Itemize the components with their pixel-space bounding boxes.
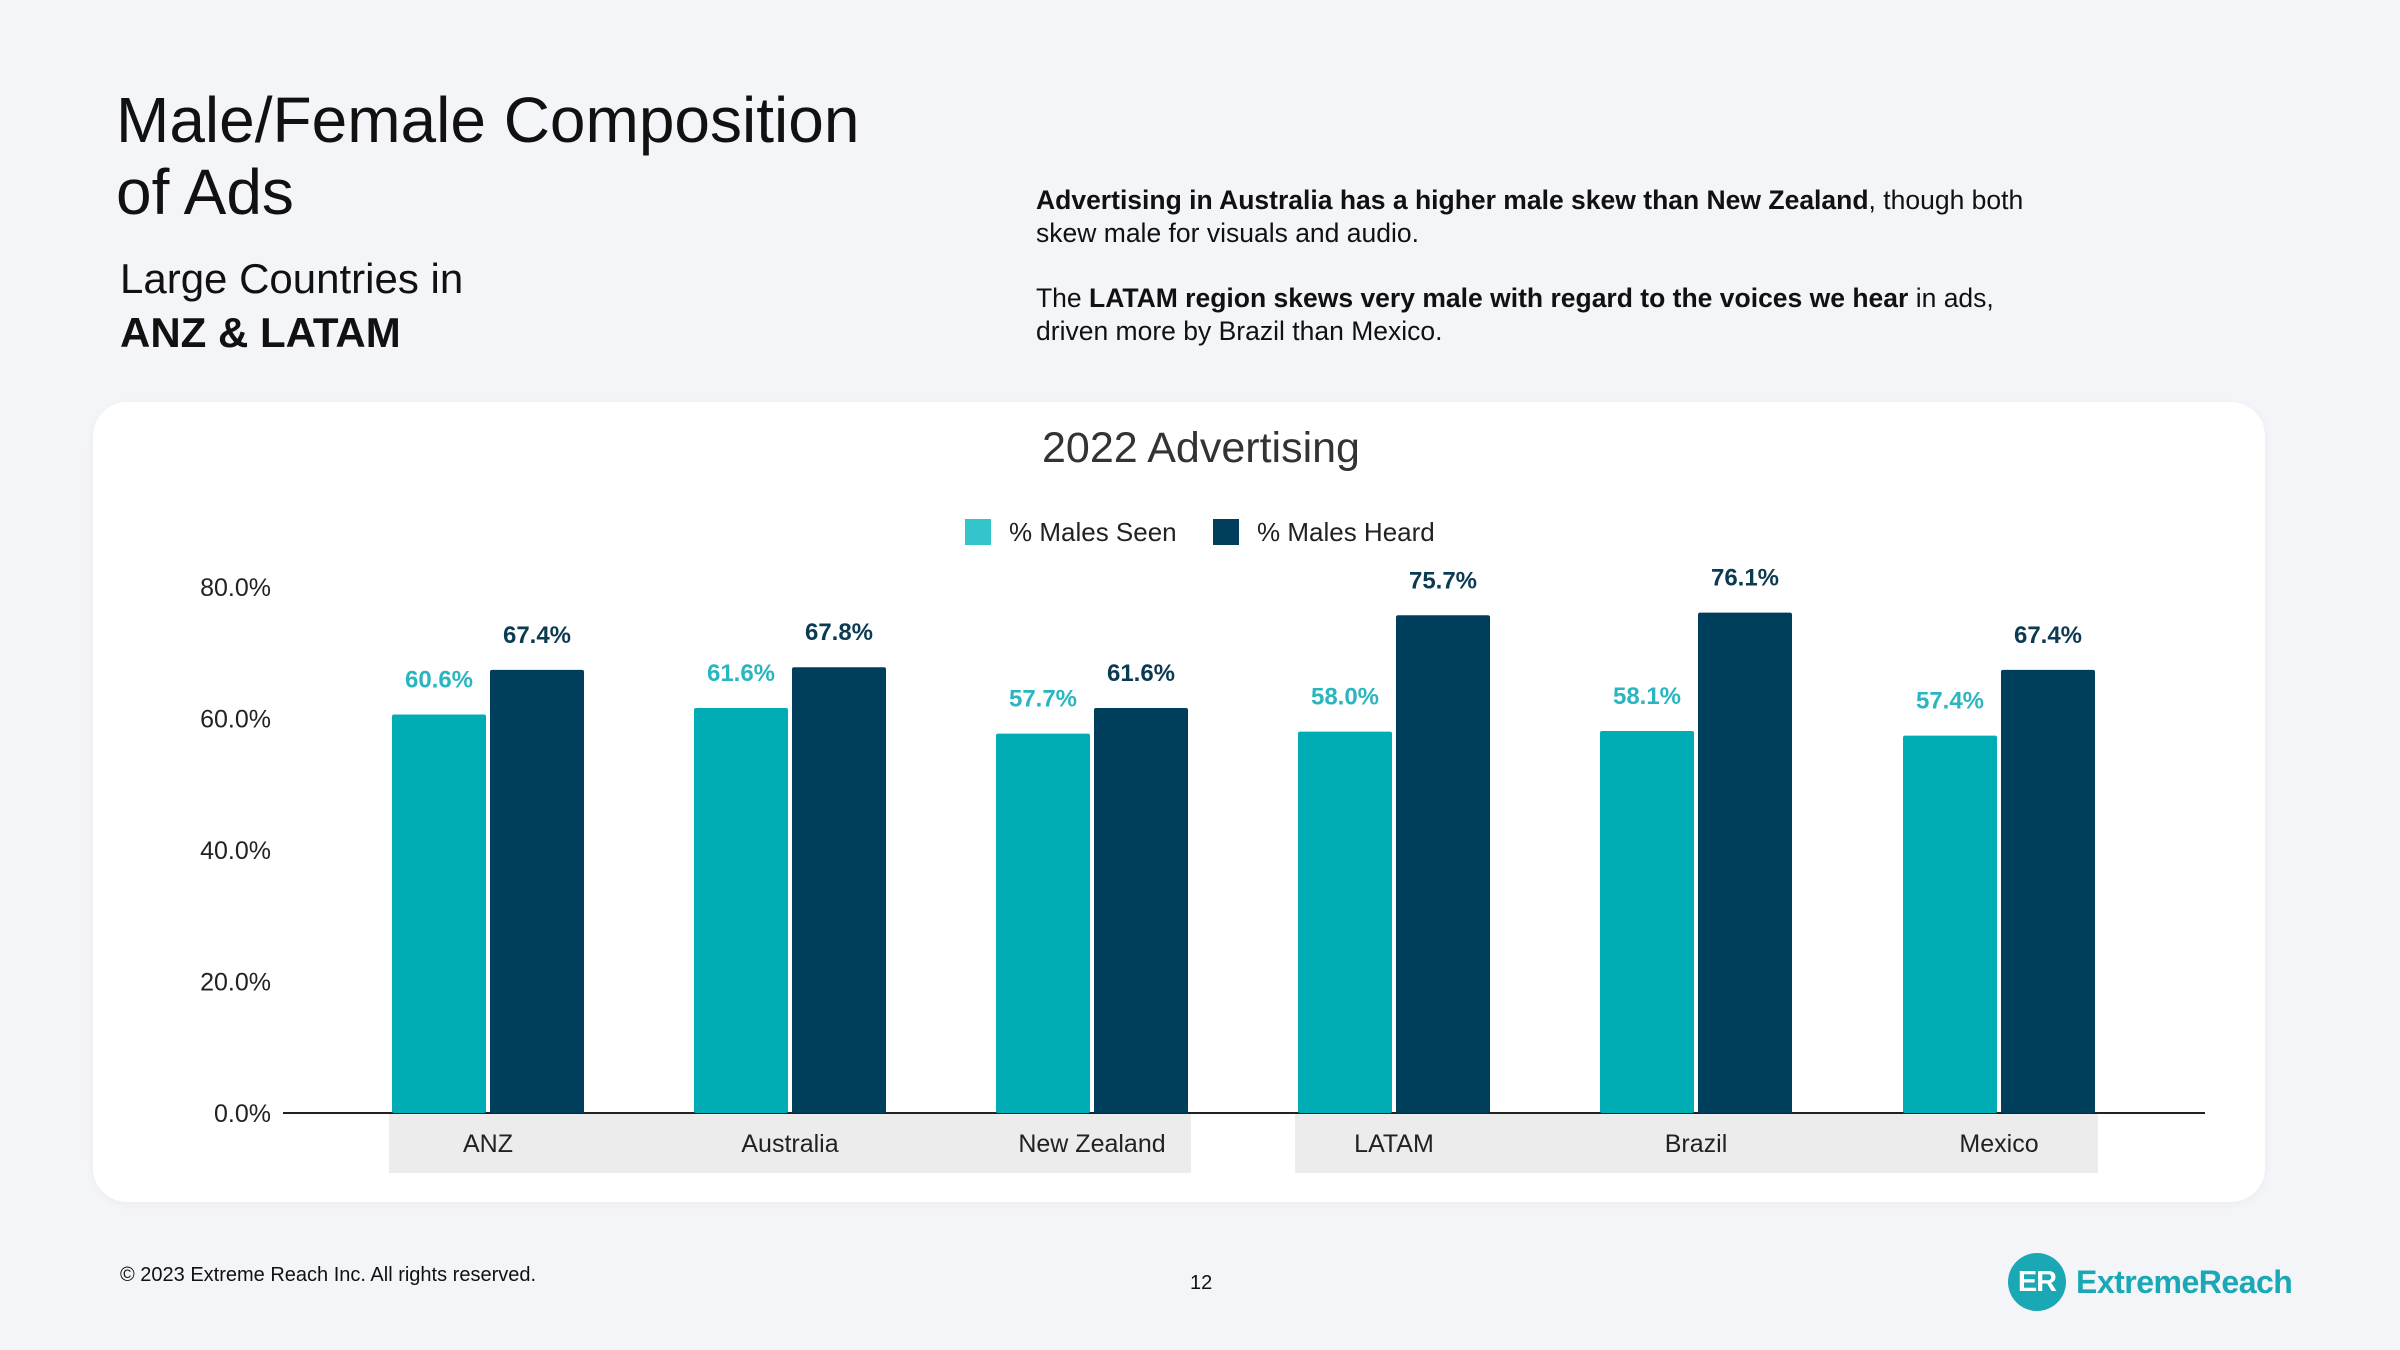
bar-males-seen — [392, 714, 486, 1113]
data-label: 67.4% — [503, 622, 571, 649]
description-paragraph-1: Advertising in Australia has a higher ma… — [1036, 184, 2046, 250]
copyright-text: © 2023 Extreme Reach Inc. All rights res… — [120, 1264, 537, 1286]
er-logo-icon: ER — [2008, 1253, 2066, 1311]
x-tick-label: New Zealand — [1018, 1130, 1165, 1158]
y-tick-label: 60.0% — [200, 706, 271, 734]
bar-males-seen — [1298, 731, 1392, 1113]
chart-title: 2022 Advertising — [1042, 424, 1360, 472]
y-tick-label: 40.0% — [200, 837, 271, 865]
legend-label: % Males Seen — [1009, 517, 1177, 547]
x-tick-label: ANZ — [463, 1130, 513, 1158]
bar-chart: 2022 Advertising % Males Seen % Males Hea… — [200, 424, 2205, 1173]
x-tick-label: Mexico — [1959, 1130, 2038, 1158]
x-tick-label: Australia — [741, 1130, 838, 1158]
bar-males-seen — [1903, 735, 1997, 1113]
data-label: 58.0% — [1311, 684, 1379, 711]
description-1-rest: , though both skew male for visuals and … — [1036, 185, 2024, 248]
legend-label: % Males Heard — [1257, 517, 1435, 547]
y-tick-label: 20.0% — [200, 969, 271, 997]
data-label: 76.1% — [1711, 565, 1779, 592]
bar-males-heard — [1094, 707, 1188, 1113]
description-2-pre: The — [1036, 283, 1090, 313]
bar-males-seen — [694, 707, 788, 1113]
data-label: 57.7% — [1009, 686, 1077, 713]
chart-legend: % Males Seen % Males Heard — [965, 517, 1435, 547]
data-label: 61.6% — [1107, 660, 1175, 687]
category-group-band — [1295, 1113, 2098, 1173]
data-label: 67.4% — [2014, 622, 2082, 649]
bar-males-heard — [1698, 612, 1792, 1113]
bar-males-heard — [490, 669, 584, 1113]
slide-title: Male/Female Composition of Ads — [116, 84, 860, 228]
bar-males-heard — [792, 667, 886, 1113]
slide-subtitle: Large Countries in ANZ & LATAM — [120, 252, 463, 360]
x-tick-label: LATAM — [1354, 1130, 1434, 1158]
description-1-bold: Advertising in Australia has a higher ma… — [1036, 185, 1869, 215]
subtitle-line-1: Large Countries in — [120, 255, 464, 302]
data-label: 57.4% — [1916, 688, 1984, 715]
page-number: 12 — [1190, 1272, 1213, 1294]
category-group-band — [389, 1113, 1191, 1173]
y-tick-label: 80.0% — [200, 574, 271, 602]
description-paragraph-2: The LATAM region skews very male with re… — [1036, 282, 2046, 348]
x-tick-label: Brazil — [1665, 1130, 1728, 1158]
legend-swatch — [1213, 519, 1239, 545]
bar-males-heard — [1396, 615, 1490, 1113]
chart-card: 2022 Advertising % Males Seen % Males Hea… — [93, 402, 2265, 1202]
data-label: 61.6% — [707, 660, 775, 687]
logo-wordmark: ExtremeReach — [2076, 1263, 2293, 1300]
data-label: 60.6% — [405, 667, 473, 694]
bar-males-seen — [996, 733, 1090, 1113]
data-label: 67.8% — [805, 619, 873, 646]
extremereach-logo: ER ExtremeReach — [2008, 1252, 2293, 1312]
bar-males-heard — [2001, 669, 2095, 1113]
data-label: 75.7% — [1409, 567, 1477, 594]
data-label: 58.1% — [1613, 683, 1681, 710]
description-2-bold: LATAM region skews very male with regard… — [1089, 283, 1909, 313]
subtitle-line-2: ANZ & LATAM — [120, 309, 401, 356]
description-2-rest: in ads, driven more by Brazil than Mexic… — [1036, 283, 1994, 346]
bar-males-seen — [1600, 730, 1694, 1113]
description: Advertising in Australia has a higher ma… — [1036, 184, 2046, 380]
legend-swatch — [965, 519, 991, 545]
y-tick-label: 0.0% — [214, 1100, 271, 1128]
